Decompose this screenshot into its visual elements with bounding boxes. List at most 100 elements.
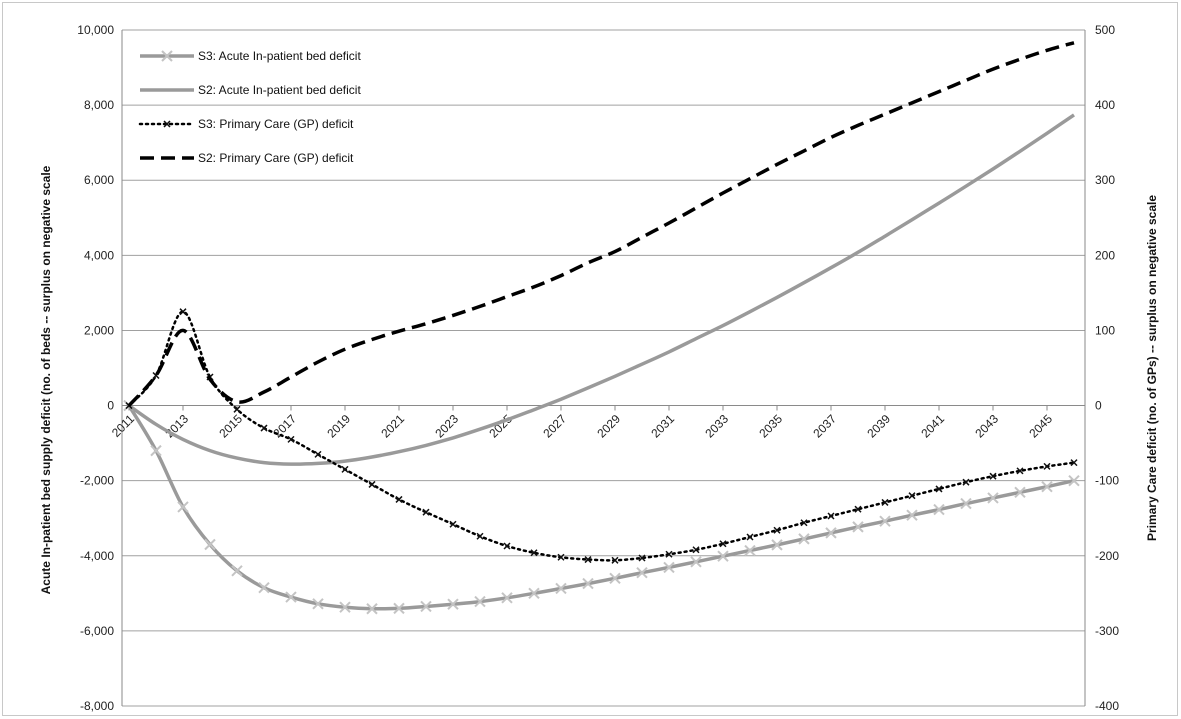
data-point-marker <box>530 549 538 557</box>
x-tick-label: 2045 <box>1026 412 1055 441</box>
x-tick-label: 2035 <box>756 412 785 441</box>
data-point-marker <box>503 542 511 550</box>
x-tick-label: 2041 <box>918 412 947 441</box>
data-point-marker <box>935 485 943 493</box>
data-point-marker <box>773 526 781 534</box>
data-point-marker <box>989 472 997 480</box>
data-point-marker <box>528 587 540 600</box>
y-tick-label-left: -8,000 <box>80 699 114 713</box>
y-tick-label-left: 6,000 <box>84 173 114 187</box>
gridlines <box>122 29 1085 707</box>
data-point-marker <box>665 550 673 558</box>
legend-item: S3: Primary Care (GP) deficit <box>138 117 354 131</box>
data-point-marker <box>798 533 810 545</box>
x-tick-label: 2021 <box>378 412 407 441</box>
x-tick-label: 2043 <box>972 412 1001 441</box>
data-point-marker <box>609 572 621 585</box>
legend-item: S2: Acute In-patient bed deficit <box>140 83 361 97</box>
data-point-marker <box>690 556 702 568</box>
x-tick-label: 2017 <box>270 412 299 441</box>
legend-item: S2: Primary Care (GP) deficit <box>140 151 354 165</box>
data-point-marker <box>987 492 999 504</box>
data-point-marker <box>582 577 594 590</box>
data-point-marker <box>908 492 916 500</box>
data-point-marker <box>422 508 430 516</box>
legend-label: S3: Acute In-patient bed deficit <box>198 49 361 63</box>
data-point-marker <box>1014 486 1026 499</box>
data-point-marker <box>285 591 297 603</box>
y-tick-label-right: -300 <box>1095 624 1119 638</box>
data-point-marker <box>393 602 405 615</box>
x-tick-label: 2019 <box>324 412 353 441</box>
y-tick-label-right: -200 <box>1095 549 1119 563</box>
tick-labels: 10,000 8,000 6,000 4,000 2,000 0 -2,000 -4,000 -… <box>77 23 1119 713</box>
data-point-marker <box>557 553 565 561</box>
y-tick-label-right: 100 <box>1095 323 1115 337</box>
data-point-marker <box>233 405 241 413</box>
data-point-marker <box>395 495 403 503</box>
y-tick-label-right: -400 <box>1095 699 1119 713</box>
y-tick-label-left: 2,000 <box>84 323 114 337</box>
data-point-marker <box>746 533 754 541</box>
data-point-marker <box>611 556 619 564</box>
data-point-marker <box>420 600 432 613</box>
data-point-marker <box>555 582 567 595</box>
data-point-marker <box>906 509 918 521</box>
data-point-marker <box>933 503 945 516</box>
y-tick-label-right: 400 <box>1095 98 1115 112</box>
data-point-marker <box>960 497 972 510</box>
axes <box>121 30 1086 706</box>
y-tick-label-right: 300 <box>1095 173 1115 187</box>
legend-marker <box>161 50 173 62</box>
series-line <box>128 113 1075 466</box>
y-tick-label-left: 10,000 <box>77 23 114 37</box>
data-point-marker <box>744 544 756 557</box>
data-point-marker <box>177 501 189 513</box>
x-tick-label: 2039 <box>864 412 893 441</box>
x-tick-label: 2033 <box>702 412 731 441</box>
data-point-marker <box>800 519 808 527</box>
data-point-marker <box>852 521 864 533</box>
y-tick-label-right: 500 <box>1095 23 1115 37</box>
y-tick-label-left: 4,000 <box>84 248 114 262</box>
y-tick-label-right: -100 <box>1095 474 1119 488</box>
series <box>123 41 1080 615</box>
data-point-marker <box>879 515 891 527</box>
legend-marker <box>163 120 171 128</box>
data-point-marker <box>179 308 187 316</box>
data-point-marker <box>692 546 700 554</box>
y-tick-label-left: 8,000 <box>84 98 114 112</box>
data-point-marker <box>717 550 729 562</box>
data-point-marker <box>771 539 783 551</box>
data-point-marker <box>447 598 459 610</box>
x-tick-label: 2027 <box>540 412 569 441</box>
y-tick-label-left: -6,000 <box>80 624 114 638</box>
data-point-marker <box>341 465 349 473</box>
x-tick-label: 2037 <box>810 412 839 441</box>
data-point-marker <box>636 566 648 579</box>
y-tick-label-right: 200 <box>1095 248 1115 262</box>
data-point-marker <box>449 520 457 528</box>
y-axis-title-right: Primary Care deficit (no. of GPs) -- sur… <box>1145 195 1159 541</box>
data-point-marker <box>260 424 268 432</box>
data-point-marker <box>474 595 486 608</box>
legend-item: S3: Acute In-patient bed deficit <box>140 49 361 63</box>
x-tick-label: 2011 <box>109 412 137 440</box>
y-tick-label-right: 0 <box>1095 399 1102 413</box>
data-point-marker <box>638 554 646 562</box>
y-tick-label-left: -4,000 <box>80 549 114 563</box>
data-point-marker <box>1070 459 1078 467</box>
series-line <box>127 404 1075 611</box>
series-line <box>127 41 1075 407</box>
y-tick-label-left: -2,000 <box>80 474 114 488</box>
data-point-marker <box>881 498 889 506</box>
data-point-marker <box>1068 474 1080 487</box>
data-point-marker <box>827 512 835 520</box>
data-point-marker <box>231 565 243 577</box>
legend-label: S2: Acute In-patient bed deficit <box>198 83 361 97</box>
series-3 <box>125 308 1078 564</box>
data-point-marker <box>825 527 837 539</box>
legend-label: S2: Primary Care (GP) deficit <box>198 151 354 165</box>
data-point-marker <box>339 601 351 613</box>
